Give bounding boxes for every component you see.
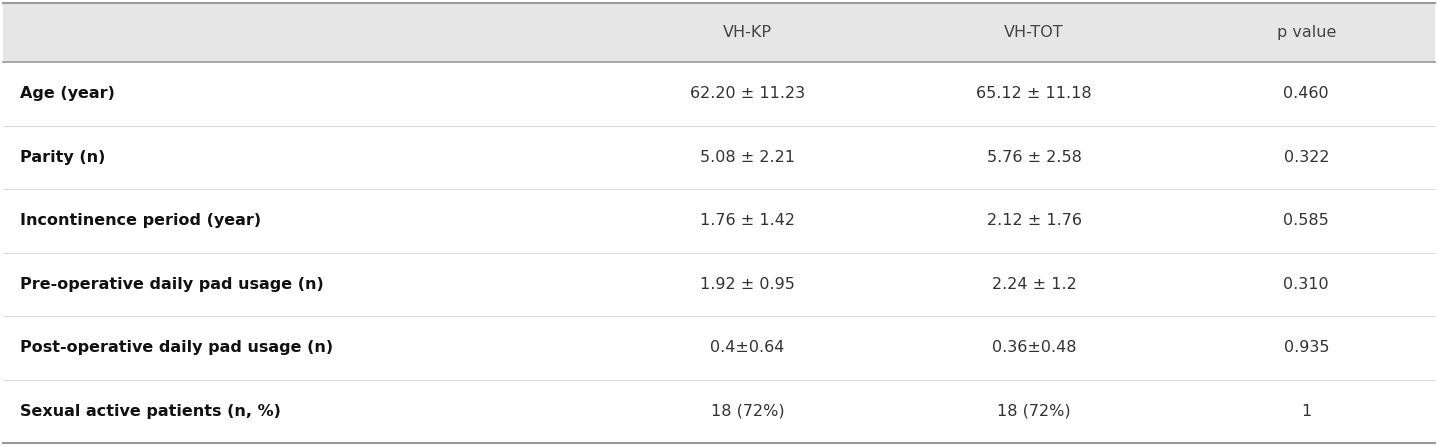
Text: VH-TOT: VH-TOT: [1004, 25, 1064, 40]
Text: 0.322: 0.322: [1284, 150, 1329, 165]
Text: 5.76 ± 2.58: 5.76 ± 2.58: [986, 150, 1081, 165]
Text: Age (year): Age (year): [20, 87, 115, 102]
Text: 5.08 ± 2.21: 5.08 ± 2.21: [700, 150, 795, 165]
Text: VH-KP: VH-KP: [723, 25, 772, 40]
Text: Parity (n): Parity (n): [20, 150, 105, 165]
Text: 2.24 ± 1.2: 2.24 ± 1.2: [992, 277, 1077, 292]
Text: 0.585: 0.585: [1284, 214, 1329, 228]
Bar: [3, 3, 1435, 62]
Text: Post-operative daily pad usage (n): Post-operative daily pad usage (n): [20, 340, 334, 355]
Text: Sexual active patients (n, %): Sexual active patients (n, %): [20, 404, 280, 419]
Text: Incontinence period (year): Incontinence period (year): [20, 214, 262, 228]
Text: 65.12 ± 11.18: 65.12 ± 11.18: [976, 87, 1091, 102]
Text: 62.20 ± 11.23: 62.20 ± 11.23: [690, 87, 805, 102]
Text: 18 (72%): 18 (72%): [710, 404, 785, 419]
Text: p value: p value: [1277, 25, 1336, 40]
Text: 2.12 ± 1.76: 2.12 ± 1.76: [986, 214, 1081, 228]
Text: 1.76 ± 1.42: 1.76 ± 1.42: [700, 214, 795, 228]
Text: 0.460: 0.460: [1284, 87, 1329, 102]
Text: 0.4±0.64: 0.4±0.64: [710, 340, 785, 355]
Text: 0.36±0.48: 0.36±0.48: [992, 340, 1077, 355]
Text: 0.935: 0.935: [1284, 340, 1329, 355]
Text: 0.310: 0.310: [1284, 277, 1329, 292]
Text: 1: 1: [1301, 404, 1311, 419]
Text: Pre-operative daily pad usage (n): Pre-operative daily pad usage (n): [20, 277, 324, 292]
Text: 1.92 ± 0.95: 1.92 ± 0.95: [700, 277, 795, 292]
Text: 18 (72%): 18 (72%): [998, 404, 1071, 419]
